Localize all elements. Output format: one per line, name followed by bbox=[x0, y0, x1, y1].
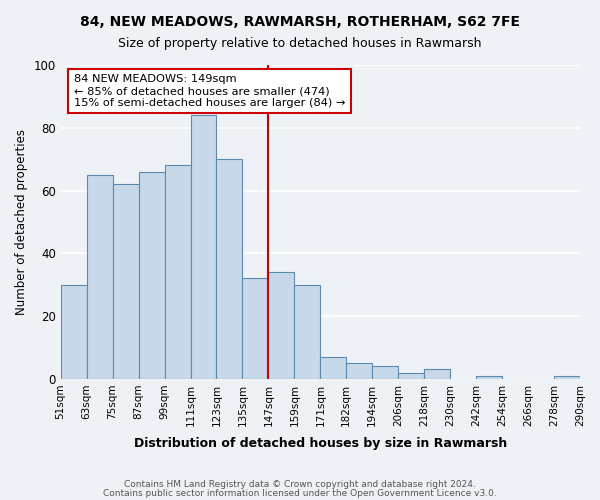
Bar bbox=[424, 370, 450, 379]
Bar bbox=[86, 175, 113, 379]
Bar bbox=[476, 376, 502, 379]
Text: 84 NEW MEADOWS: 149sqm
← 85% of detached houses are smaller (474)
15% of semi-de: 84 NEW MEADOWS: 149sqm ← 85% of detached… bbox=[74, 74, 345, 108]
Text: Contains public sector information licensed under the Open Government Licence v3: Contains public sector information licen… bbox=[103, 488, 497, 498]
Text: Contains HM Land Registry data © Crown copyright and database right 2024.: Contains HM Land Registry data © Crown c… bbox=[124, 480, 476, 489]
Bar bbox=[164, 166, 191, 379]
Text: Size of property relative to detached houses in Rawmarsh: Size of property relative to detached ho… bbox=[118, 38, 482, 51]
Bar bbox=[113, 184, 139, 379]
Bar bbox=[372, 366, 398, 379]
Text: 84, NEW MEADOWS, RAWMARSH, ROTHERHAM, S62 7FE: 84, NEW MEADOWS, RAWMARSH, ROTHERHAM, S6… bbox=[80, 15, 520, 29]
Bar bbox=[295, 284, 320, 379]
Bar bbox=[268, 272, 295, 379]
Bar bbox=[61, 284, 86, 379]
X-axis label: Distribution of detached houses by size in Rawmarsh: Distribution of detached houses by size … bbox=[134, 437, 507, 450]
Bar bbox=[191, 115, 217, 379]
Bar bbox=[398, 372, 424, 379]
Bar bbox=[139, 172, 164, 379]
Bar bbox=[554, 376, 580, 379]
Y-axis label: Number of detached properties: Number of detached properties bbox=[15, 129, 28, 315]
Bar bbox=[217, 159, 242, 379]
Bar bbox=[242, 278, 268, 379]
Bar bbox=[346, 363, 372, 379]
Bar bbox=[320, 357, 346, 379]
